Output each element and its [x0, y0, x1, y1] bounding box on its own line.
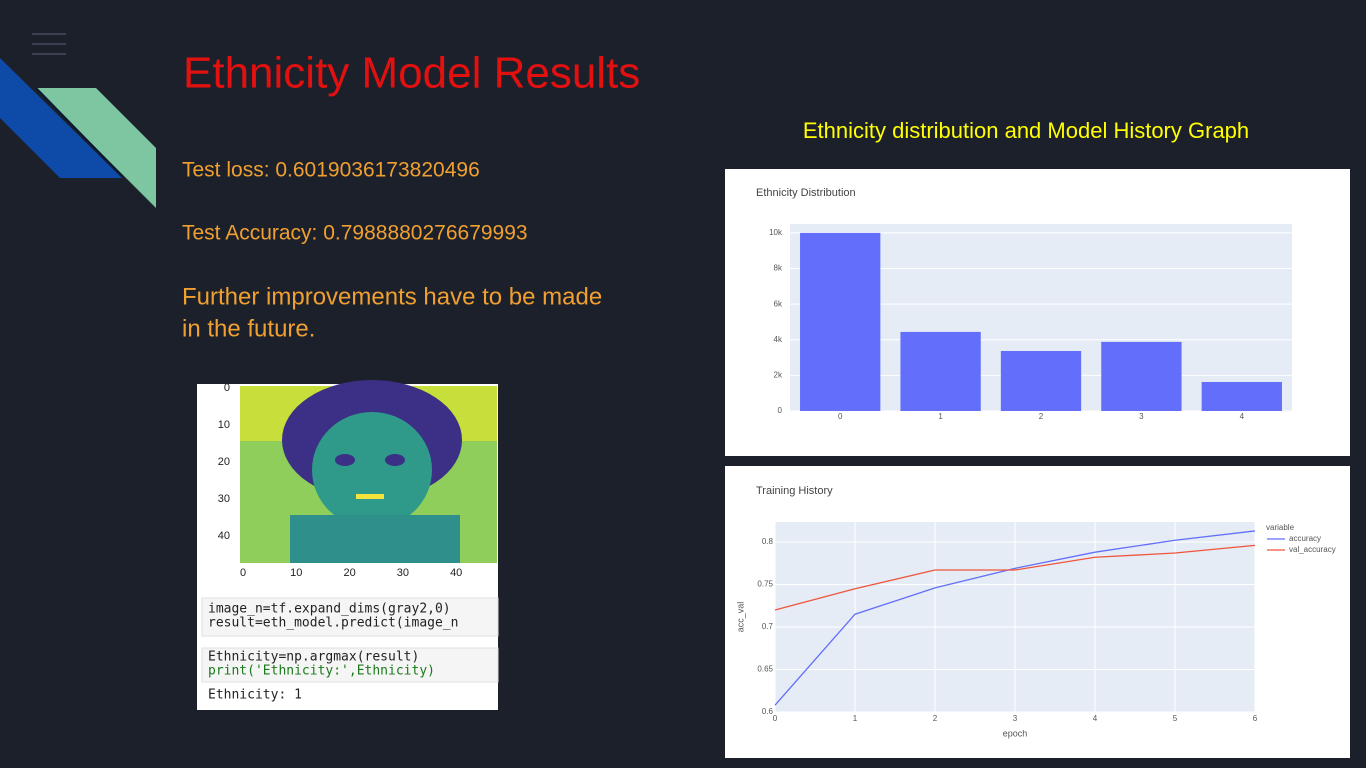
- y-tick-label: 6k: [774, 299, 783, 308]
- test-loss: Test loss: 0.6019036173820496: [182, 159, 480, 182]
- code-line: print('Ethnicity:',Ethnicity): [208, 664, 435, 679]
- y-tick-label: 0.75: [757, 580, 773, 589]
- legend-title: variable: [1266, 523, 1295, 532]
- image-x-tick: 40: [450, 567, 462, 579]
- image-y-tick: 10: [218, 419, 230, 431]
- x-tick-label: 5: [1173, 714, 1178, 723]
- code-cell: [201, 597, 499, 637]
- x-tick-label: 1: [853, 714, 858, 723]
- face-image: [240, 380, 497, 563]
- image-x-tick: 0: [240, 567, 246, 579]
- line: [774, 530, 1256, 706]
- x-tick-label: 0: [773, 714, 778, 723]
- code-line: image_n=tf.expand_dims(gray2,0): [208, 602, 451, 617]
- subtitle: Ethnicity distribution and Model History…: [803, 118, 1249, 143]
- note-line: in the future.: [182, 315, 315, 342]
- code-cell: [201, 647, 499, 683]
- code-output: Ethnicity: 1: [208, 688, 302, 703]
- x-axis-label: epoch: [1003, 728, 1028, 738]
- note-line: Further improvements have to be made: [182, 283, 602, 310]
- x-tick-label: 1: [938, 412, 943, 421]
- legend-label: accuracy: [1289, 534, 1321, 543]
- y-axis-label: acc_val: [735, 602, 745, 633]
- y-tick-label: 10k: [769, 228, 783, 237]
- y-tick-label: 4k: [774, 335, 783, 344]
- y-tick-label: 8k: [774, 264, 783, 273]
- chart-title: Ethnicity Distribution: [756, 187, 856, 199]
- y-tick-label: 0.65: [757, 665, 773, 674]
- slide-title: Ethnicity Model Results: [183, 49, 640, 98]
- x-tick-label: 3: [1139, 412, 1144, 421]
- bar: [1000, 350, 1082, 411]
- y-tick-label: 0.7: [762, 622, 774, 631]
- y-tick-label: 2k: [774, 370, 783, 379]
- image-x-tick: 20: [343, 567, 355, 579]
- bar: [1101, 341, 1182, 411]
- line: [774, 544, 1256, 611]
- y-tick-label: 0.8: [762, 537, 774, 546]
- chart-title: Training History: [756, 485, 833, 497]
- y-tick-label: 0.6: [762, 707, 774, 716]
- x-tick-label: 2: [933, 714, 938, 723]
- image-y-tick: 20: [218, 456, 230, 468]
- menu-icon[interactable]: [32, 33, 66, 55]
- bar: [1201, 381, 1282, 411]
- code-line: Ethnicity=np.argmax(result): [208, 650, 419, 665]
- image-y-tick: 0: [224, 382, 230, 394]
- decor-blue: [0, 58, 122, 178]
- image-x-tick: 30: [397, 567, 409, 579]
- x-tick-label: 2: [1039, 412, 1044, 421]
- image-y-tick: 30: [218, 493, 230, 505]
- x-tick-label: 0: [838, 412, 843, 421]
- x-tick-label: 3: [1013, 714, 1018, 723]
- test-accuracy: Test Accuracy: 0.7988880276679993: [182, 222, 528, 245]
- bar: [800, 232, 881, 411]
- x-tick-label: 6: [1253, 714, 1258, 723]
- x-tick-label: 4: [1240, 412, 1245, 421]
- y-tick-label: 0: [778, 406, 783, 415]
- bar: [900, 331, 981, 411]
- code-line: result=eth_model.predict(image_n: [208, 616, 458, 631]
- image-y-tick: 40: [218, 530, 230, 542]
- x-tick-label: 4: [1093, 714, 1098, 723]
- image-x-tick: 10: [290, 567, 302, 579]
- legend-label: val_accuracy: [1289, 545, 1336, 554]
- decor-line: [35, 87, 123, 177]
